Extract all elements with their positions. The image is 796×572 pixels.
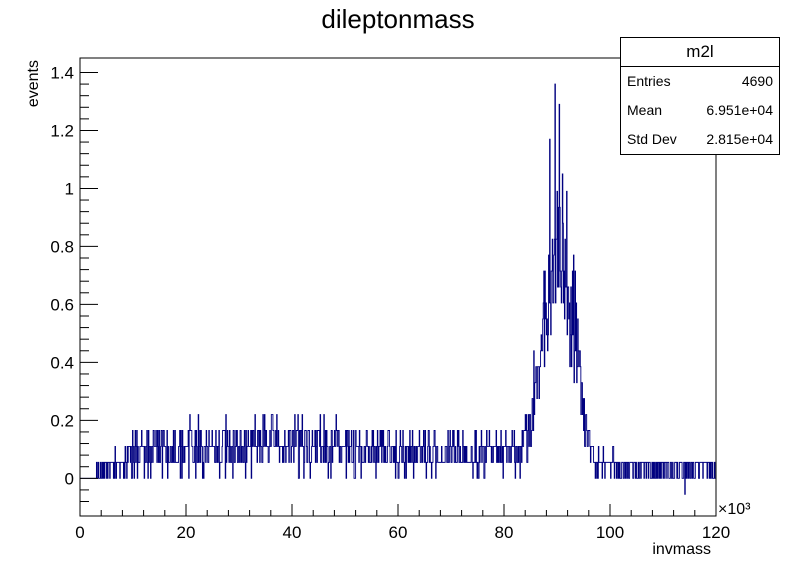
y-axis-title: events	[25, 60, 42, 107]
histogram-bars	[80, 83, 716, 495]
y-tick-label: 0.8	[50, 237, 74, 256]
x-tick-label: 100	[596, 523, 624, 542]
y-tick-label: 1.4	[50, 63, 74, 82]
y-tick-label: 0.4	[50, 353, 74, 372]
histogram-series	[80, 83, 716, 495]
x-axis-title: invmass	[652, 541, 711, 558]
x-tick-label: 0	[75, 523, 84, 542]
y-tick-label: 0.2	[50, 411, 74, 430]
stats-label: Mean	[627, 102, 663, 118]
stats-row-stddev: Std Dev 2.815e+04	[621, 125, 779, 154]
x-tick-label: 60	[389, 523, 408, 542]
y-axis: 0 0.2 0.4 0.6 0.8 1 1.2 1.4	[50, 63, 98, 503]
x-tick-label: 40	[283, 523, 302, 542]
stats-label: Std Dev	[627, 131, 677, 147]
x-tick-label: 20	[177, 523, 196, 542]
y-tick-label: 1	[65, 179, 74, 198]
stats-value: 2.815e+04	[706, 131, 773, 147]
x-axis: 0 20 40 60 80 100 120	[75, 504, 730, 542]
stats-label: Entries	[627, 73, 671, 89]
stats-row-entries: Entries 4690	[621, 67, 779, 96]
stats-row-mean: Mean 6.951e+04	[621, 96, 779, 125]
x-tick-label: 80	[495, 523, 514, 542]
stats-value: 6.951e+04	[706, 102, 773, 118]
y-tick-label: 1.2	[50, 121, 74, 140]
chart-title: dileptonmass	[321, 4, 475, 34]
stats-box-name: m2l	[621, 38, 779, 67]
y-tick-label: 0	[65, 469, 74, 488]
x-axis-multiplier: ×10³	[718, 501, 751, 518]
y-tick-label: 0.6	[50, 295, 74, 314]
stats-box: m2l Entries 4690 Mean 6.951e+04 Std Dev …	[620, 37, 780, 155]
x-tick-label: 120	[702, 523, 730, 542]
stats-value: 4690	[741, 73, 773, 89]
